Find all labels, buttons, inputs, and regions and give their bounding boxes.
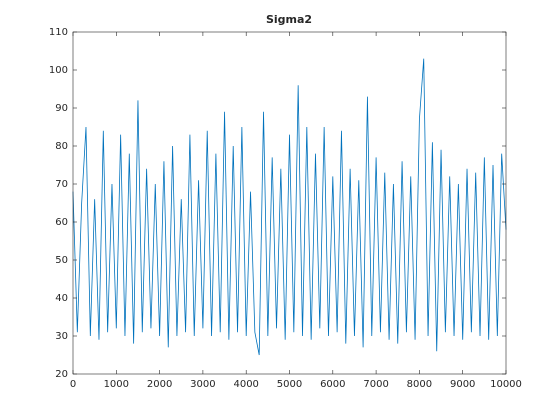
y-tick-label: 80	[55, 141, 68, 152]
y-tick-label: 110	[49, 27, 68, 38]
x-tick-label: 5000	[277, 379, 302, 390]
x-tick-label: 1000	[104, 379, 129, 390]
y-tick-label: 90	[55, 103, 68, 114]
y-tick-label: 70	[55, 179, 68, 190]
y-tick-label: 100	[49, 65, 68, 76]
chart-title: Sigma2	[266, 13, 312, 26]
trace-line	[72, 58, 507, 356]
x-tick-label: 9000	[450, 379, 475, 390]
x-tick-label: 2000	[147, 379, 172, 390]
y-tick-label: 20	[55, 369, 68, 380]
x-tick-label: 10000	[490, 379, 522, 390]
x-tick-label: 0	[70, 379, 76, 390]
x-tick-label: 8000	[407, 379, 432, 390]
y-tick-label: 50	[55, 255, 68, 266]
x-tick-label: 4000	[233, 379, 258, 390]
x-tick-label: 3000	[190, 379, 215, 390]
y-tick-label: 60	[55, 217, 68, 228]
x-tick-label: 7000	[363, 379, 388, 390]
x-tick-label: 6000	[320, 379, 345, 390]
y-tick-label: 30	[55, 331, 68, 342]
y-tick-label: 40	[55, 293, 68, 304]
